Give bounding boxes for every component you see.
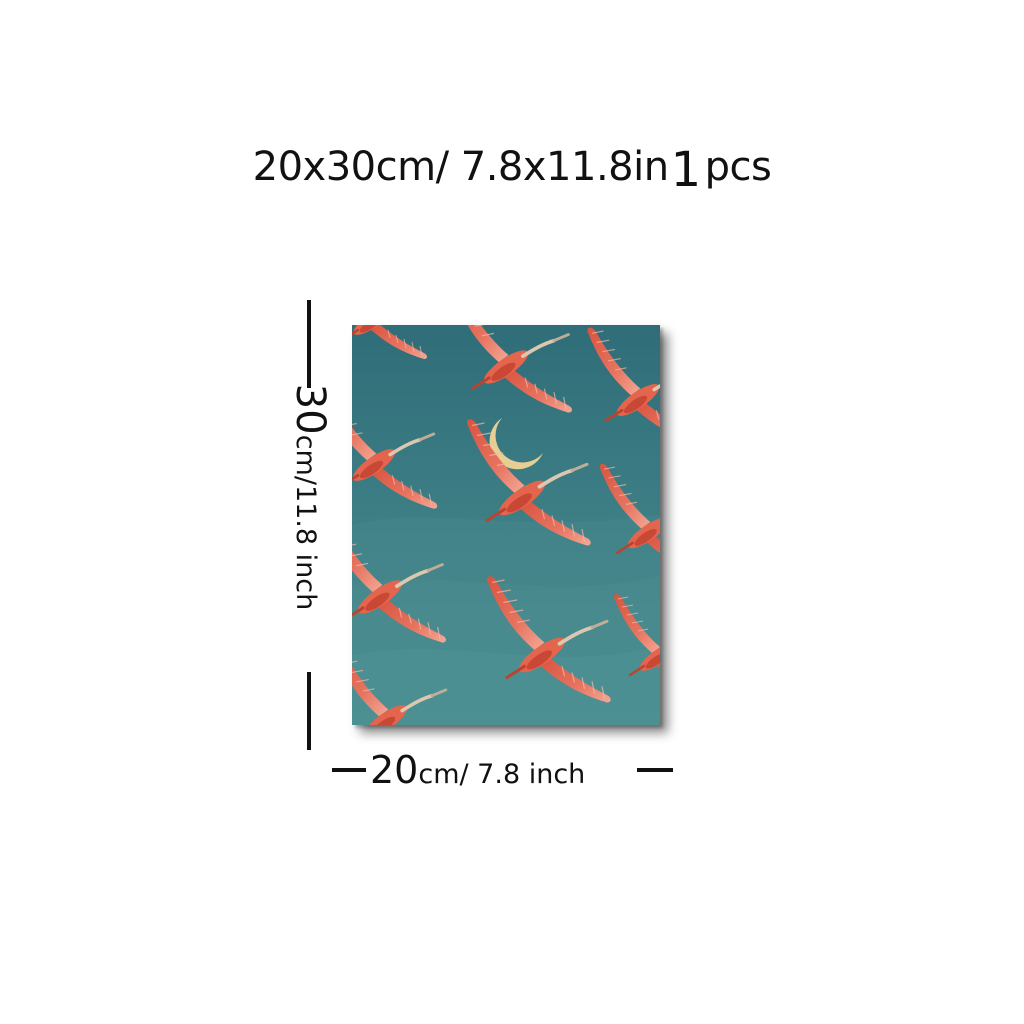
quantity-unit: pcs xyxy=(704,144,772,190)
size-text: 20x30cm/ 7.8x11.8in xyxy=(252,144,669,190)
quantity-number: 1 xyxy=(670,142,702,198)
sky-background xyxy=(352,325,660,725)
width-value: 20 xyxy=(370,748,419,792)
width-dimension-line-left xyxy=(332,768,366,772)
moon-icon xyxy=(489,418,543,470)
height-unit: cm/11.8 inch xyxy=(290,434,321,611)
width-dimension-line-right xyxy=(637,768,673,772)
height-value: 30 xyxy=(287,383,333,435)
height-dimension-line-bottom xyxy=(307,672,311,750)
width-unit: cm/ 7.8 inch xyxy=(418,759,586,790)
poster-artwork xyxy=(352,325,660,725)
height-dimension-line-top xyxy=(307,300,311,388)
poster-canvas xyxy=(352,325,660,725)
product-size-heading: 20x30cm/ 7.8x11.8in1 pcs xyxy=(0,136,1024,198)
width-dimension-label: 20cm/ 7.8 inch xyxy=(370,748,585,792)
